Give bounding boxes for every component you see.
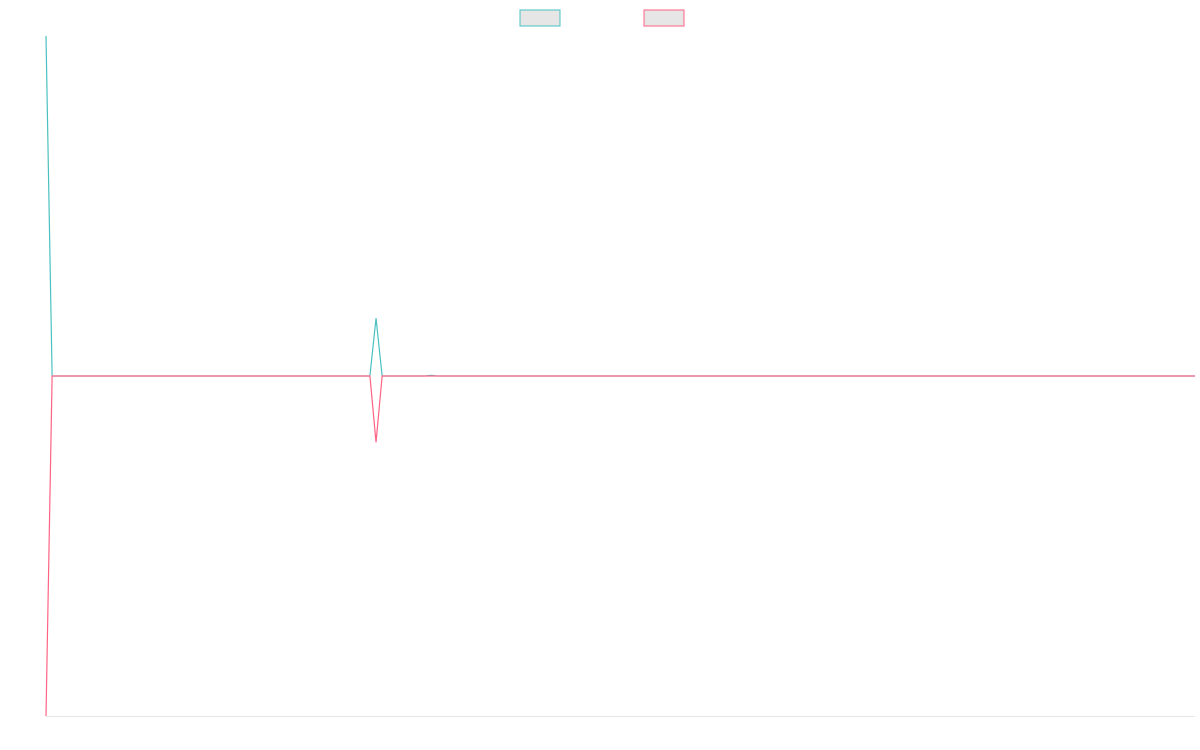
- series-2: [45, 375, 1195, 717]
- legend-swatch-1[interactable]: [519, 9, 561, 27]
- legend-swatch-2[interactable]: [643, 9, 685, 27]
- series-line-1: [45, 35, 1195, 377]
- series-line-2: [45, 375, 1195, 717]
- legend: [519, 9, 685, 27]
- series-layer: [45, 35, 1195, 717]
- series-1: [45, 35, 1195, 377]
